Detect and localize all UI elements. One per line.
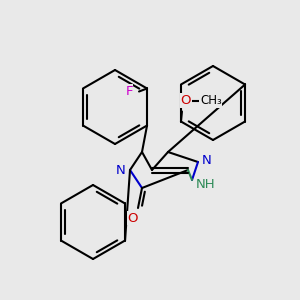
Text: O: O [181, 94, 191, 107]
Text: O: O [128, 212, 138, 224]
Text: CH₃: CH₃ [200, 94, 222, 107]
Text: N: N [116, 164, 126, 176]
Text: N: N [202, 154, 212, 166]
Text: F: F [125, 85, 133, 98]
Text: NH: NH [196, 178, 216, 190]
